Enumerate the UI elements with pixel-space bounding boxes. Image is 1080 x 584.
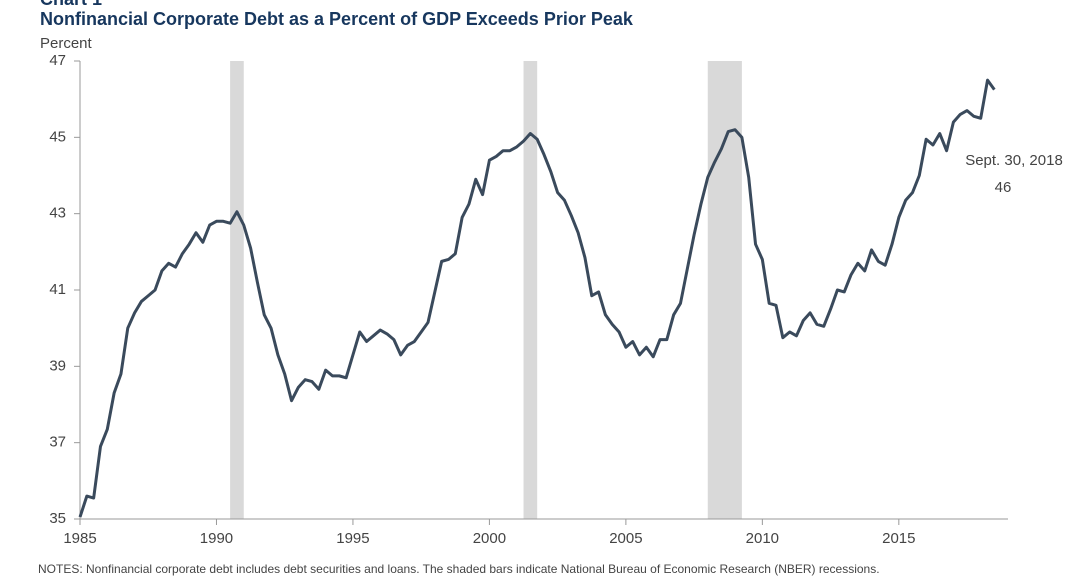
recession-bar	[230, 61, 244, 519]
chart-supertitle: Chart 1	[40, 0, 102, 9]
x-tick-label: 2000	[473, 530, 506, 547]
x-tick-label: 1990	[200, 530, 233, 547]
y-tick-label: 47	[49, 52, 66, 69]
x-tick-label: 1985	[63, 530, 96, 547]
annotation-label: Sept. 30, 2018	[965, 152, 1063, 169]
chart-title: Nonfinancial Corporate Debt as a Percent…	[40, 9, 634, 29]
x-tick-label: 2005	[609, 530, 642, 547]
y-tick-label: 45	[49, 128, 66, 145]
y-tick-label: 35	[49, 510, 66, 527]
y-tick-label: 39	[49, 357, 66, 374]
y-tick-label: 43	[49, 205, 66, 222]
x-tick-label: 1995	[336, 530, 369, 547]
annotation-value: 46	[995, 179, 1012, 196]
data-line	[78, 78, 996, 518]
y-tick-label: 41	[49, 281, 66, 298]
x-tick-label: 2010	[746, 530, 779, 547]
recession-bar	[523, 61, 538, 519]
x-tick-label: 2015	[882, 530, 915, 547]
notes: NOTES: Nonfinancial corporate debt inclu…	[38, 562, 880, 576]
y-tick-label: 37	[49, 434, 66, 451]
y-axis-label: Percent	[40, 35, 93, 52]
